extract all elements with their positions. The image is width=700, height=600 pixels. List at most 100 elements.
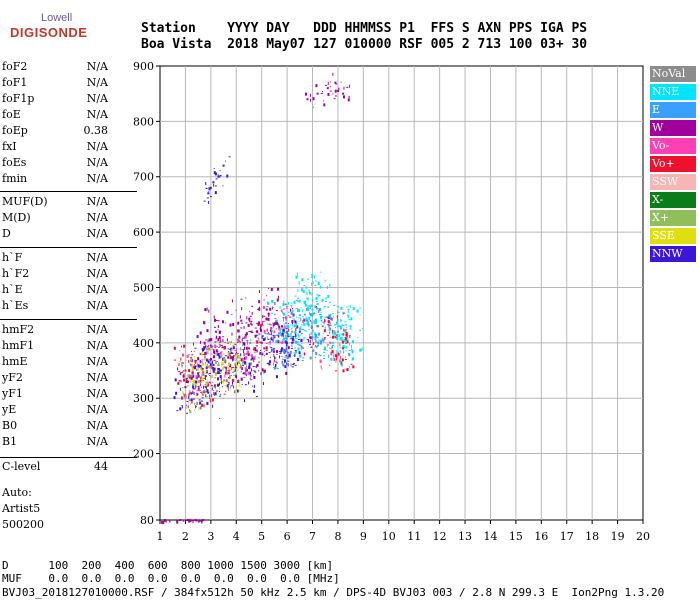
echo-dot bbox=[196, 401, 198, 405]
echo-dot bbox=[340, 336, 343, 340]
echo-dot bbox=[223, 397, 225, 399]
echo-dot bbox=[207, 347, 210, 349]
echo-dot bbox=[314, 346, 317, 348]
echo-dot bbox=[246, 350, 249, 354]
echo-dot bbox=[232, 371, 234, 373]
echo-dot bbox=[226, 371, 228, 375]
echo-dot bbox=[275, 375, 278, 379]
echo-dot bbox=[239, 341, 241, 343]
echo-dot bbox=[338, 325, 341, 327]
echo-dot bbox=[255, 366, 257, 368]
echo-dot bbox=[245, 322, 248, 324]
echo-dot bbox=[297, 360, 300, 362]
echo-dot bbox=[237, 361, 239, 365]
echo-dot bbox=[192, 374, 195, 378]
echo-dot bbox=[239, 363, 241, 367]
echo-dot bbox=[211, 353, 213, 355]
echo-dot bbox=[272, 322, 274, 324]
echo-dot bbox=[361, 328, 363, 330]
echo-dot bbox=[334, 89, 337, 93]
echo-dot bbox=[286, 351, 289, 353]
param-value: N/A bbox=[86, 156, 108, 169]
echo-dot bbox=[275, 320, 277, 324]
echo-dot bbox=[199, 365, 202, 369]
echo-dot bbox=[297, 289, 299, 293]
echo-dot bbox=[302, 318, 304, 322]
echo-dot bbox=[289, 338, 292, 340]
echo-dot bbox=[217, 320, 220, 322]
echo-dot bbox=[212, 386, 215, 388]
echo-dot bbox=[300, 333, 303, 335]
echo-dot bbox=[335, 370, 338, 372]
echo-dot bbox=[219, 387, 221, 391]
data-point bbox=[324, 319, 327, 322]
echo-dot bbox=[176, 520, 179, 524]
echo-dot bbox=[349, 327, 351, 331]
echo-dot bbox=[217, 329, 219, 331]
echo-dot bbox=[289, 316, 292, 318]
echo-dot bbox=[361, 347, 363, 351]
echo-dot bbox=[309, 292, 311, 296]
echo-dot bbox=[311, 282, 313, 286]
echo-dot bbox=[332, 316, 334, 318]
echo-dot bbox=[347, 334, 349, 338]
echo-dot bbox=[197, 385, 200, 387]
echo-dot bbox=[330, 357, 333, 361]
echo-dot bbox=[246, 340, 249, 342]
echo-dot bbox=[243, 346, 245, 350]
echo-dot bbox=[190, 365, 192, 367]
echo-dot bbox=[312, 106, 314, 108]
y-tick-label: 200 bbox=[133, 448, 154, 461]
echo-dot bbox=[348, 342, 350, 346]
data-point bbox=[316, 92, 319, 95]
echo-dot bbox=[346, 346, 348, 348]
echo-dot bbox=[232, 381, 234, 385]
echo-dot bbox=[258, 289, 260, 293]
echo-dot bbox=[214, 361, 217, 365]
echo-dot bbox=[295, 299, 298, 301]
echo-dot bbox=[224, 160, 226, 162]
echo-dot bbox=[225, 390, 227, 392]
echo-dot bbox=[206, 391, 209, 393]
echo-dot bbox=[253, 370, 256, 372]
echo-dot bbox=[296, 308, 299, 312]
data-point bbox=[194, 519, 197, 521]
echo-dot bbox=[230, 368, 232, 370]
echo-dot bbox=[193, 356, 195, 358]
echo-dot bbox=[313, 312, 315, 314]
echo-dot bbox=[265, 346, 268, 350]
echo-dot bbox=[311, 275, 314, 277]
param-name: h`Es bbox=[2, 299, 29, 312]
echo-dot bbox=[329, 325, 332, 327]
echo-dot bbox=[300, 345, 303, 349]
echo-dot bbox=[261, 321, 264, 323]
echo-dot bbox=[285, 328, 287, 330]
echo-dot bbox=[183, 344, 186, 348]
echo-dot bbox=[169, 519, 171, 523]
echo-dot bbox=[206, 389, 209, 391]
data-point bbox=[336, 325, 339, 328]
echo-dot bbox=[232, 378, 235, 382]
echo-dot bbox=[181, 397, 183, 399]
echo-dot bbox=[359, 314, 361, 316]
echo-dot bbox=[333, 304, 336, 306]
echo-dot bbox=[323, 329, 326, 333]
echo-dot bbox=[227, 348, 229, 350]
echo-dot bbox=[324, 317, 327, 319]
echo-dot bbox=[305, 290, 307, 292]
echo-dot bbox=[233, 385, 235, 389]
echo-dot bbox=[257, 322, 260, 326]
echo-dot bbox=[273, 366, 275, 370]
data-point bbox=[214, 372, 217, 375]
echo-dot bbox=[305, 316, 308, 318]
x-tick-label: 4 bbox=[233, 530, 240, 543]
echo-dot bbox=[309, 356, 312, 360]
param-value: N/A bbox=[86, 435, 108, 448]
echo-dot bbox=[278, 327, 280, 331]
echo-dot bbox=[320, 92, 323, 94]
echo-dot bbox=[243, 353, 245, 357]
echo-dot bbox=[237, 338, 240, 342]
echo-dot bbox=[262, 335, 264, 337]
echo-dot bbox=[320, 311, 322, 313]
echo-dot bbox=[331, 345, 333, 349]
